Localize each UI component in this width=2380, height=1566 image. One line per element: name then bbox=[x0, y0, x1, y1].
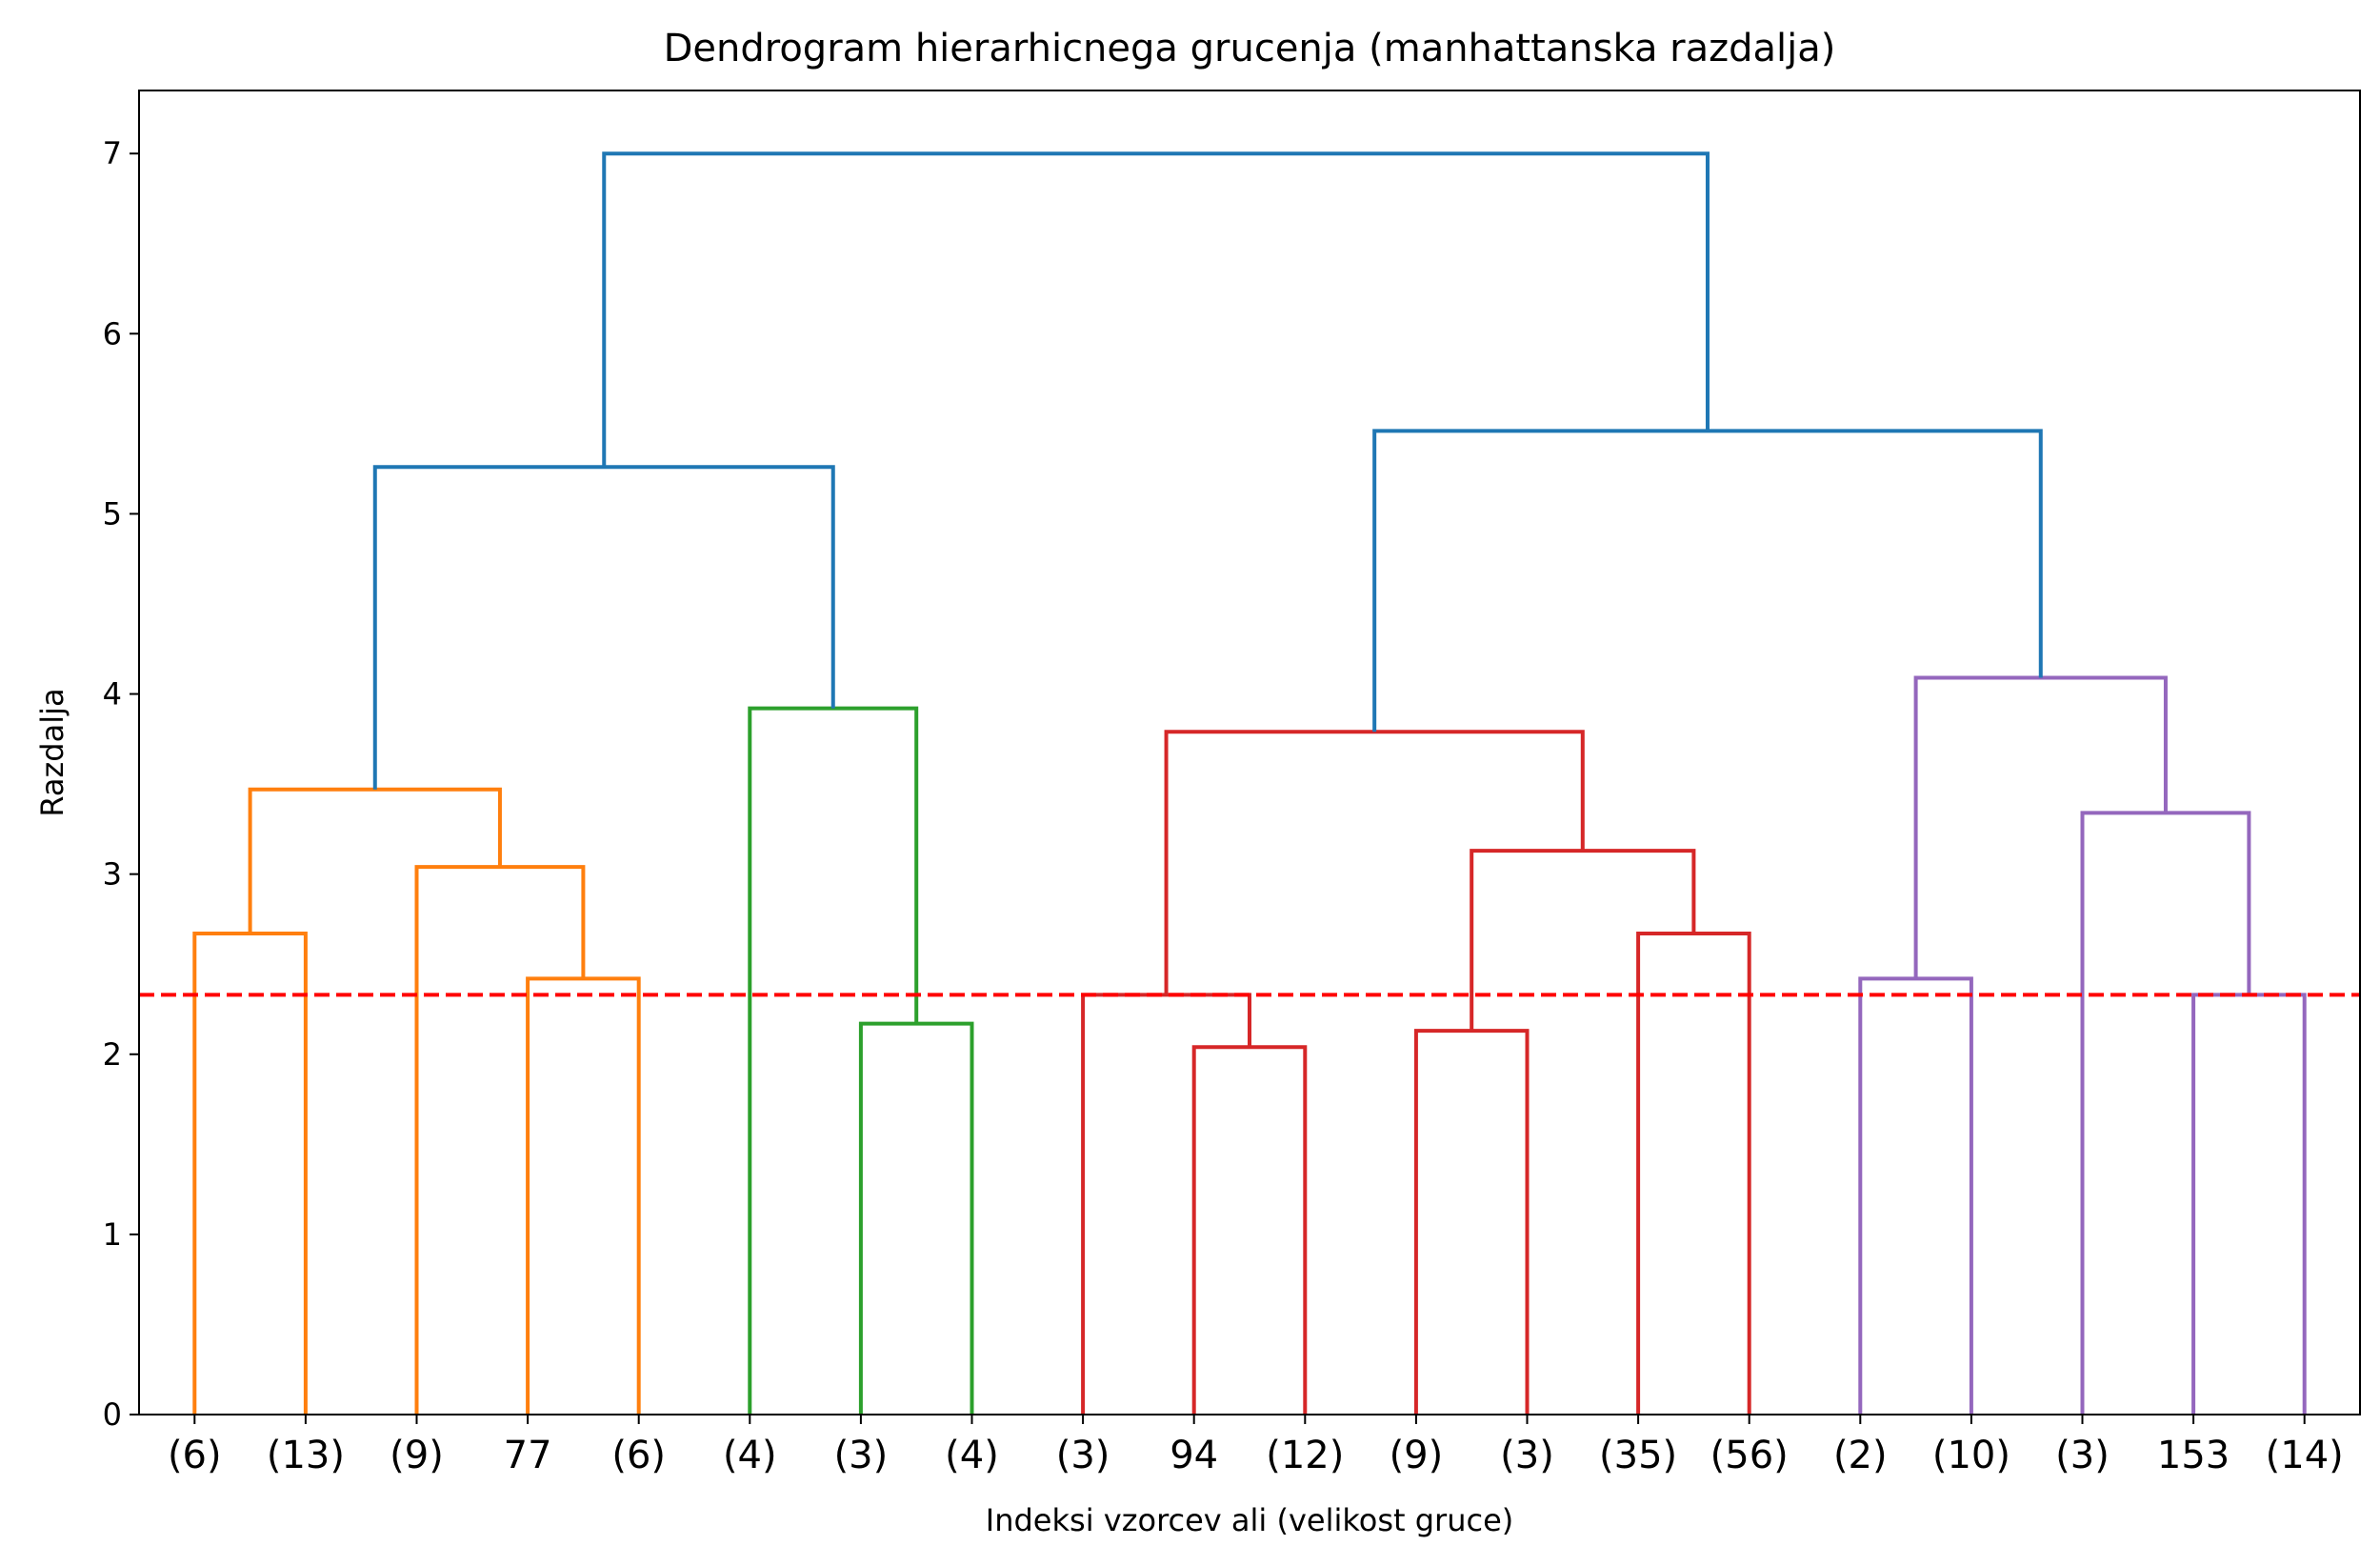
y-tick-label-7: 7 bbox=[103, 135, 122, 171]
leaf-label-4: (6) bbox=[611, 1434, 666, 1477]
leaf-label-19: (14) bbox=[2266, 1434, 2344, 1477]
leaf-label-2: (9) bbox=[390, 1434, 444, 1477]
x-axis-label: Indeksi vzorcev ali (velikost gruce) bbox=[986, 1502, 1513, 1538]
chart-title: Dendrogram hierarhicnega grucenja (manha… bbox=[664, 27, 1836, 70]
dendrogram-link-15 bbox=[2080, 811, 2251, 1415]
leaf-label-0: (6) bbox=[168, 1434, 222, 1477]
dendrogram-link-3 bbox=[248, 787, 502, 934]
dendrogram-link-18 bbox=[602, 151, 1710, 468]
leaf-label-1: (13) bbox=[267, 1434, 345, 1477]
leaf-label-8: (3) bbox=[1056, 1434, 1110, 1477]
leaf-label-15: (2) bbox=[1833, 1434, 1888, 1477]
y-tick-label-3: 3 bbox=[103, 856, 122, 893]
leaf-label-10: (12) bbox=[1266, 1434, 1344, 1477]
dendrogram-link-6 bbox=[372, 465, 835, 790]
dendrogram-link-4 bbox=[858, 1021, 974, 1415]
y-tick-label-6: 6 bbox=[103, 315, 122, 351]
leaf-label-16: (10) bbox=[1932, 1434, 2010, 1477]
leaf-label-5: (4) bbox=[723, 1434, 777, 1477]
leaf-label-11: (9) bbox=[1390, 1434, 1444, 1477]
dendrogram-link-12 bbox=[1164, 730, 1585, 995]
dendrogram-link-5 bbox=[748, 706, 919, 1415]
dendrogram-links bbox=[192, 151, 2307, 1415]
y-axis: 0 1 2 3 4 5 6 7 bbox=[103, 135, 139, 1433]
leaf-label-13: (35) bbox=[1599, 1434, 1677, 1477]
y-tick-label-1: 1 bbox=[103, 1216, 122, 1253]
leaf-label-17: (3) bbox=[2055, 1434, 2110, 1477]
x-axis: (6) (13) (9) 77 (6) (4) (3) (4) (3) 94 (12) (9) (3) (… bbox=[168, 1415, 2344, 1477]
y-tick-label-0: 0 bbox=[103, 1396, 122, 1433]
y-tick-label-2: 2 bbox=[103, 1036, 122, 1073]
leaf-label-7: (4) bbox=[945, 1434, 999, 1477]
leaf-label-12: (3) bbox=[1500, 1434, 1554, 1477]
leaf-label-14: (56) bbox=[1710, 1434, 1789, 1477]
leaf-label-6: (3) bbox=[834, 1434, 889, 1477]
plot-frame bbox=[138, 90, 2361, 1415]
leaf-label-3: 77 bbox=[504, 1434, 552, 1477]
y-tick-label-4: 4 bbox=[103, 676, 122, 713]
y-axis-label: Razdalja bbox=[34, 688, 70, 816]
leaf-label-9: 94 bbox=[1170, 1434, 1218, 1477]
leaf-label-18: 153 bbox=[2157, 1434, 2230, 1477]
y-tick-label-5: 5 bbox=[103, 495, 122, 532]
dendrogram-link-17 bbox=[1372, 429, 2043, 733]
